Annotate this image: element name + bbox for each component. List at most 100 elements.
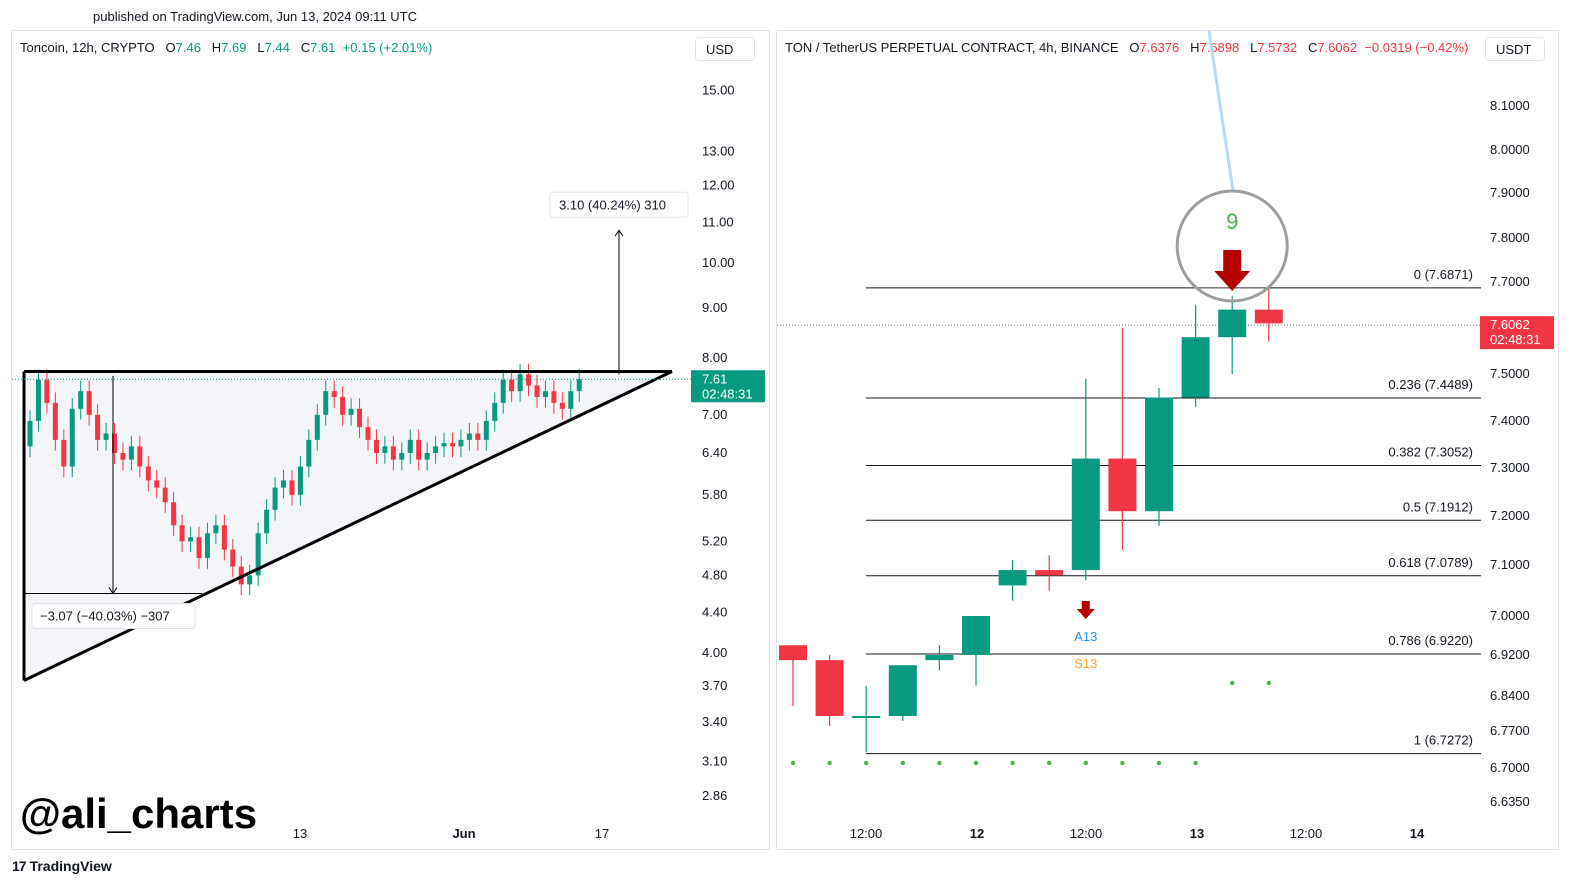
y-tick-label: 4.00: [702, 645, 727, 660]
x-tick-label: 17: [595, 826, 609, 841]
y-tick-label: 7.5000: [1490, 366, 1530, 381]
right-legend: TON / TetherUS PERPETUAL CONTRACT, 4h, B…: [785, 40, 1468, 55]
y-tick-label: 3.10: [702, 753, 727, 768]
left-chart-canvas: 3.10 (40.24%) 310 −3.07 (−40.03%) −307 15.…: [12, 82, 765, 841]
candle-body: [568, 391, 574, 409]
left-o-label: O: [165, 40, 176, 55]
candle-body: [576, 379, 582, 392]
candle-body: [323, 391, 329, 415]
candle-body: [255, 533, 261, 576]
candle-body: [534, 385, 540, 397]
td-dot: [827, 760, 832, 766]
left-currency-button[interactable]: USD: [695, 37, 755, 61]
td-dot: [1230, 680, 1235, 686]
candle-body: [500, 379, 506, 403]
x-tick-label: 12: [970, 826, 984, 841]
x-tick-label: 12:00: [1070, 826, 1103, 841]
candle-body: [416, 439, 422, 460]
td-dot: [900, 760, 905, 766]
right-currency-button[interactable]: USDT: [1485, 37, 1545, 61]
candle-body: [424, 452, 430, 460]
y-tick-label: 7.7000: [1490, 274, 1530, 289]
td-signal-circle: [1175, 189, 1289, 303]
candle-body: [230, 549, 236, 567]
right-h-label: H: [1190, 40, 1200, 55]
left-change: +0.15 (+2.01%): [342, 40, 433, 55]
y-tick-label: 2.86: [702, 788, 727, 803]
fib-label: 0 (7.6871): [1414, 267, 1473, 282]
candle-body: [458, 439, 464, 447]
candle-body: [407, 439, 413, 453]
tradingview-footer[interactable]: 17 TradingView: [12, 858, 112, 874]
price-tag-value: 7.6062: [1490, 317, 1530, 332]
td-dot: [937, 760, 942, 766]
right-change: −0.0319 (−0.42%): [1364, 40, 1469, 55]
td-count-label: 9: [1226, 209, 1238, 234]
y-tick-label: 6.8400: [1490, 688, 1530, 703]
candle-body: [357, 408, 363, 428]
fib-label: 0.382 (7.3052): [1388, 445, 1473, 460]
candle-body: [188, 537, 194, 542]
left-close: 7.61: [310, 40, 336, 55]
y-tick-label: 7.9000: [1490, 185, 1530, 200]
candle-body: [112, 433, 117, 453]
left-symbol: Toncoin, 12h, CRYPTO: [20, 40, 155, 55]
price-tag-time: 02:48:31: [702, 386, 753, 401]
s13-label: S13: [1074, 656, 1097, 671]
y-tick-label: 7.3000: [1490, 460, 1530, 475]
td-dot: [1266, 680, 1271, 686]
y-tick-label: 8.0000: [1490, 142, 1530, 157]
y-tick-label: 6.6350: [1490, 794, 1530, 809]
x-tick-label: Jun: [452, 826, 475, 841]
candle-body: [264, 509, 270, 534]
candle-body: [559, 402, 565, 409]
candle-body: [483, 420, 489, 440]
candle-body: [340, 396, 346, 415]
y-tick-label: 4.40: [702, 604, 727, 619]
price-tag-time: 02:48:31: [1490, 332, 1541, 347]
right-low: 7.5732: [1257, 40, 1298, 55]
y-tick-label: 7.1000: [1490, 557, 1530, 572]
candle-body: [348, 408, 354, 415]
candle-body: [69, 408, 75, 467]
price-tag-value: 7.61: [702, 371, 727, 386]
candle-body: [517, 374, 523, 392]
td-dot: [1156, 760, 1162, 766]
candle-body: [1254, 309, 1283, 324]
y-tick-label: 7.4000: [1490, 413, 1530, 428]
y-tick-label: 9.00: [702, 300, 727, 315]
candle-body: [281, 480, 286, 488]
left-low: 7.44: [264, 40, 290, 55]
y-tick-label: 6.9200: [1490, 647, 1530, 662]
price-tag-box: [691, 370, 765, 403]
fib-label: 0.786 (6.9220): [1388, 633, 1473, 648]
candle-body: [331, 391, 337, 397]
right-chart-panel[interactable]: TON / TetherUS PERPETUAL CONTRACT, 4h, B…: [776, 30, 1559, 850]
candle-body: [925, 655, 954, 661]
candle-body: [95, 414, 101, 440]
candle-body: [779, 645, 807, 661]
candle-body: [314, 414, 320, 440]
y-tick-label: 7.8000: [1490, 230, 1530, 245]
candle-body: [399, 452, 405, 460]
price-tag-box: [1480, 316, 1554, 350]
candle-body: [382, 446, 388, 453]
left-chart-panel[interactable]: Toncoin, 12h, CRYPTO O7.46 H7.69 L7.44 C…: [11, 30, 770, 850]
candle-body: [390, 446, 396, 460]
fib-label: 0.5 (7.1912): [1403, 499, 1473, 514]
tradingview-logo-icon: 17: [12, 858, 27, 874]
left-l-label: L: [257, 40, 265, 55]
candle-body: [1181, 337, 1210, 398]
candle-body: [365, 427, 371, 440]
candle-body: [1071, 458, 1100, 571]
candle-body: [213, 525, 219, 534]
y-tick-label: 6.7000: [1490, 760, 1530, 775]
td-dot: [1120, 760, 1125, 766]
candle-body: [145, 466, 151, 481]
candle-body: [289, 480, 295, 495]
y-tick-label: 5.80: [702, 487, 727, 502]
trend-line-blue: [1207, 31, 1235, 192]
candle-body: [61, 439, 67, 467]
x-tick-label: 12:00: [1290, 826, 1323, 841]
y-tick-label: 7.0000: [1490, 608, 1530, 623]
